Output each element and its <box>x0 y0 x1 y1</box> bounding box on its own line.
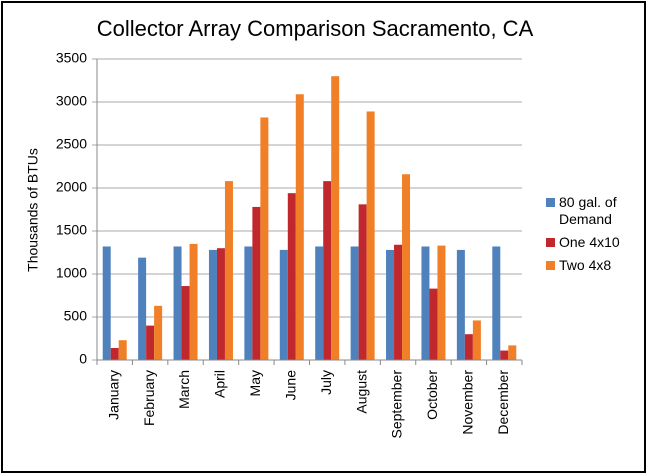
bar <box>224 181 233 360</box>
bar <box>208 249 217 360</box>
bar <box>500 350 509 360</box>
bar <box>244 246 253 360</box>
y-tick-label: 1000 <box>56 265 87 281</box>
bar <box>472 320 481 360</box>
legend-item: 80 gal. of Demand <box>546 194 638 228</box>
bar <box>287 193 296 360</box>
bar <box>429 288 438 360</box>
bar <box>260 117 269 360</box>
x-tick-label: January <box>105 370 121 420</box>
legend-item: Two 4x8 <box>546 257 638 274</box>
x-tick-label: October <box>424 370 440 420</box>
x-tick-label: June <box>282 370 298 401</box>
bar <box>508 345 517 360</box>
x-tick-label: November <box>460 370 476 435</box>
legend-label: Two 4x8 <box>559 257 612 273</box>
bar <box>331 76 340 360</box>
bar <box>394 244 403 360</box>
bar <box>110 347 119 360</box>
bar <box>456 249 465 360</box>
bar <box>216 248 225 360</box>
x-tick-label: February <box>141 370 157 426</box>
bar <box>350 246 359 360</box>
y-tick-label: 1500 <box>56 222 87 238</box>
bar <box>279 249 288 360</box>
bar <box>323 181 332 360</box>
legend-swatch <box>546 198 555 207</box>
bar <box>252 206 261 360</box>
bar <box>464 334 473 360</box>
x-tick-label: December <box>495 370 511 435</box>
x-tick-label: April <box>212 370 228 398</box>
bar <box>295 94 304 360</box>
x-tick-label: July <box>318 370 334 395</box>
x-tick-label: May <box>247 370 263 396</box>
y-tick-label: 3500 <box>56 50 87 66</box>
bar <box>146 325 155 360</box>
y-tick-label: 2500 <box>56 136 87 152</box>
bar <box>366 111 375 361</box>
bar <box>118 340 127 360</box>
bar <box>189 243 198 360</box>
y-tick-label: 0 <box>79 351 87 367</box>
legend-swatch <box>546 238 555 247</box>
bar <box>181 286 190 360</box>
chart-title: Collector Array Comparison Sacramento, C… <box>97 16 534 41</box>
x-tick-label: March <box>176 370 192 409</box>
bar <box>358 204 367 360</box>
bar <box>138 257 147 360</box>
legend: 80 gal. of Demand One 4x10 Two 4x8 <box>546 194 638 280</box>
bar <box>421 246 430 360</box>
bar <box>102 246 111 360</box>
y-axis-label: Thousands of BTUs <box>25 148 41 272</box>
bar <box>492 246 501 360</box>
y-tick-label: 500 <box>64 308 88 324</box>
x-tick-label: August <box>353 370 369 414</box>
bar <box>173 246 182 360</box>
bar <box>386 249 395 360</box>
y-tick-label: 2000 <box>56 179 87 195</box>
legend-label: One 4x10 <box>559 234 620 250</box>
legend-swatch <box>546 261 555 270</box>
bar <box>315 246 324 360</box>
bar <box>437 245 446 360</box>
bar <box>402 174 411 360</box>
y-tick-label: 3000 <box>56 93 87 109</box>
bar <box>154 305 163 360</box>
legend-item: One 4x10 <box>546 234 638 251</box>
legend-label: 80 gal. of Demand <box>559 194 617 227</box>
x-tick-label: September <box>389 370 405 439</box>
